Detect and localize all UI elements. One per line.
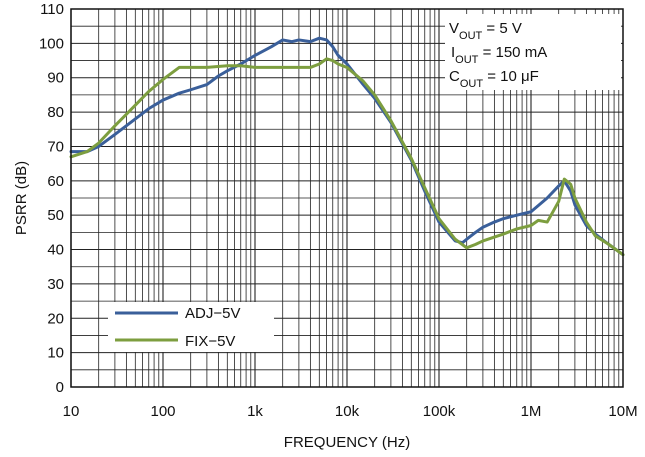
x-tick-label: 10k bbox=[335, 403, 360, 420]
y-tick-label: 30 bbox=[47, 276, 64, 293]
annotation-line-cout: COUT = 10 μF bbox=[449, 68, 539, 90]
x-tick-label: 1M bbox=[521, 403, 542, 420]
legend-label-fix: FIX−5V bbox=[185, 333, 235, 350]
x-tick-label: 10 bbox=[63, 403, 80, 420]
y-tick-label: 0 bbox=[56, 379, 64, 396]
y-tick-label: 80 bbox=[47, 104, 64, 121]
y-tick-label: 10 bbox=[47, 345, 64, 362]
y-tick-label: 90 bbox=[47, 70, 64, 87]
legend-label-adj: ADJ−5V bbox=[185, 305, 240, 322]
x-tick-label: 1k bbox=[247, 403, 263, 420]
annotation-line-iout: IOUT = 150 mA bbox=[451, 44, 547, 66]
conditions-annotation: VOUT = 5 V IOUT = 150 mA COUT = 10 μF bbox=[445, 14, 621, 90]
y-tick-label: 110 bbox=[40, 1, 64, 18]
y-axis-title: PSRR (dB) bbox=[13, 161, 30, 235]
y-tick-label: 60 bbox=[47, 173, 64, 190]
y-tick-label: 20 bbox=[47, 310, 64, 327]
x-tick-label: 100k bbox=[423, 403, 456, 420]
plot-frame bbox=[70, 8, 624, 388]
y-tick-label: 70 bbox=[47, 138, 64, 155]
tick-labels: 10 100 1k 10k 100k 1M 10M 0 10 20 30 40 50 60 70 80 90 10… bbox=[39, 1, 638, 420]
x-tick-label: 10M bbox=[608, 403, 637, 420]
x-axis-title: FREQUENCY (Hz) bbox=[284, 434, 410, 451]
series-line-fix-5v bbox=[69, 57, 625, 257]
y-tick-label: 40 bbox=[47, 242, 64, 259]
annotation-line-vout: VOUT = 5 V bbox=[449, 20, 522, 42]
legend: ADJ−5V FIX−5V bbox=[108, 302, 274, 352]
y-tick-label: 50 bbox=[47, 207, 64, 224]
series-lines bbox=[69, 36, 625, 257]
y-tick-label: 100 bbox=[39, 35, 64, 52]
x-tick-label: 100 bbox=[150, 403, 175, 420]
legend-box bbox=[108, 302, 274, 352]
